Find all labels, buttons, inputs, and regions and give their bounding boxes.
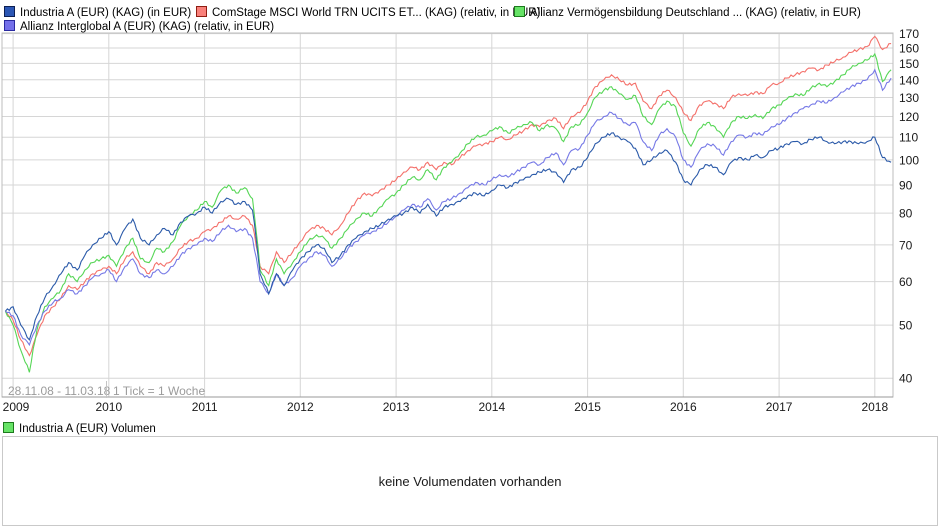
x-axis-label: 2013 — [383, 400, 410, 414]
legend-item-industria: Industria A (EUR) (KAG) (in EUR) — [4, 3, 191, 19]
x-axis-label: 2009 — [3, 400, 30, 414]
legend-item-allianz-vermoegensbildung: Allianz Vermögensbildung Deutschland ...… — [514, 3, 861, 19]
volume-legend: Industria A (EUR) Volumen — [3, 419, 156, 435]
series-line-0 — [4, 132, 892, 341]
y-axis-label: 150 — [899, 57, 919, 71]
legend-label: Allianz Interglobal A (EUR) (KAG) (relat… — [20, 21, 275, 33]
series-line-1 — [4, 35, 892, 357]
legend-label: Allianz Vermögensbildung Deutschland ...… — [530, 7, 861, 19]
legend-label: ComStage MSCI World TRN UCITS ET... (KAG… — [212, 7, 541, 19]
y-axis-label: 170 — [899, 27, 919, 41]
chart-date-range: 28.11.08 - 11.03.18 — [8, 384, 111, 398]
y-axis-label: 50 — [899, 319, 913, 333]
y-axis-label: 40 — [899, 372, 913, 386]
x-axis-label: 2015 — [574, 400, 601, 414]
legend-swatch-comstage-icon — [196, 6, 207, 17]
x-axis-label: 2010 — [95, 400, 122, 414]
x-axis-label: 2012 — [287, 400, 314, 414]
x-axis-label: 2017 — [766, 400, 793, 414]
x-axis-label: 2016 — [670, 400, 697, 414]
plot-border — [1, 32, 894, 398]
y-axis-label: 80 — [899, 207, 913, 221]
legend-item-comstage: ComStage MSCI World TRN UCITS ET... (KAG… — [196, 3, 540, 19]
legend-swatch-allianz-vermoegensbildung-icon — [514, 6, 525, 17]
x-axis-label: 2011 — [192, 400, 218, 414]
volume-empty-box: keine Volumendaten vorhanden — [2, 436, 938, 526]
y-axis-label: 110 — [899, 131, 918, 145]
y-axis-label: 140 — [899, 73, 919, 87]
y-axis-label: 100 — [899, 153, 919, 167]
info-separator — [106, 381, 107, 398]
y-axis-label: 120 — [899, 110, 919, 124]
y-axis-label: 60 — [899, 275, 913, 289]
x-axis-label: 2014 — [478, 400, 505, 414]
chart-tick-note: 1 Tick = 1 Woche — [113, 384, 206, 398]
volume-legend-label: Industria A (EUR) Volumen — [19, 423, 156, 435]
series-line-2 — [4, 52, 892, 373]
x-axis-label: 2018 — [861, 400, 888, 414]
volume-legend-swatch-icon — [3, 422, 14, 433]
legend-swatch-allianz-interglobal-icon — [4, 20, 15, 31]
volume-empty-message: keine Volumendaten vorhanden — [378, 473, 562, 489]
y-axis-label: 160 — [899, 42, 919, 56]
y-axis-label: 70 — [899, 238, 913, 252]
legend-label: Industria A (EUR) (KAG) (in EUR) — [20, 7, 192, 19]
y-axis-label: 130 — [899, 91, 919, 105]
legend-swatch-industria-icon — [4, 6, 15, 17]
y-axis-label: 90 — [899, 179, 913, 193]
series-line-3 — [5, 68, 892, 347]
legend-item-allianz-interglobal: Allianz Interglobal A (EUR) (KAG) (relat… — [4, 17, 274, 33]
